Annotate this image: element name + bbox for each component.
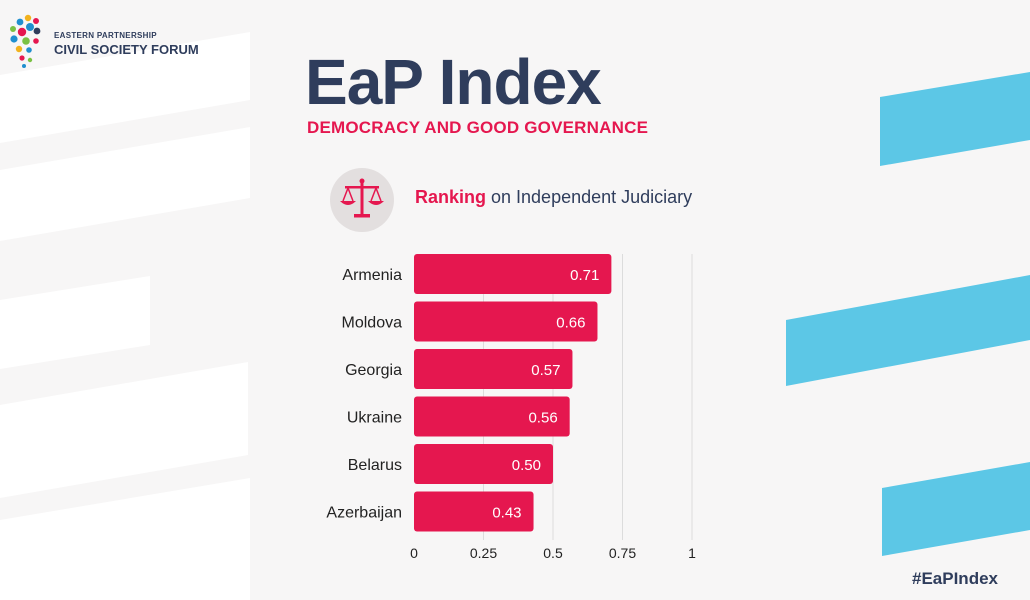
bar-value-label: 0.50 xyxy=(512,457,541,474)
chart-title-rest: on Independent Judiciary xyxy=(486,187,693,207)
category-label: Georgia xyxy=(345,362,402,379)
category-label: Azerbaijan xyxy=(326,505,402,522)
hashtag: #EaPIndex xyxy=(912,569,998,588)
org-name-top: EASTERN PARTNERSHIP xyxy=(54,31,157,40)
chart-title-highlight: Ranking xyxy=(415,187,487,207)
page-title: EaP Index xyxy=(305,46,602,118)
x-tick-label: 0.75 xyxy=(609,545,636,561)
category-label: Belarus xyxy=(348,457,402,474)
bar xyxy=(414,491,534,532)
bar-value-label: 0.43 xyxy=(492,505,521,522)
bar xyxy=(414,301,598,342)
bar xyxy=(414,349,573,389)
eap-csf-logo xyxy=(10,14,41,68)
org-name-bottom: CIVIL SOCIETY FORUM xyxy=(54,42,199,57)
category-label: Moldova xyxy=(342,315,403,332)
page-subtitle: DEMOCRACY AND GOOD GOVERNANCE xyxy=(307,118,649,137)
bar xyxy=(414,444,553,484)
bar xyxy=(414,396,570,437)
bar-value-label: 0.57 xyxy=(531,362,560,379)
x-tick-label: 1 xyxy=(688,545,696,561)
bar-value-label: 0.66 xyxy=(556,315,585,332)
chart-title: Ranking on Independent Judiciary xyxy=(415,187,692,208)
category-label: Ukraine xyxy=(347,410,402,427)
category-label: Armenia xyxy=(342,267,402,284)
bar xyxy=(414,254,612,294)
x-tick-label: 0 xyxy=(410,545,418,561)
scales-of-justice-icon xyxy=(330,168,394,232)
x-tick-label: 0.25 xyxy=(470,545,497,561)
bar-value-label: 0.56 xyxy=(528,410,557,427)
bar-value-label: 0.71 xyxy=(570,267,599,284)
x-tick-label: 0.5 xyxy=(543,545,563,561)
